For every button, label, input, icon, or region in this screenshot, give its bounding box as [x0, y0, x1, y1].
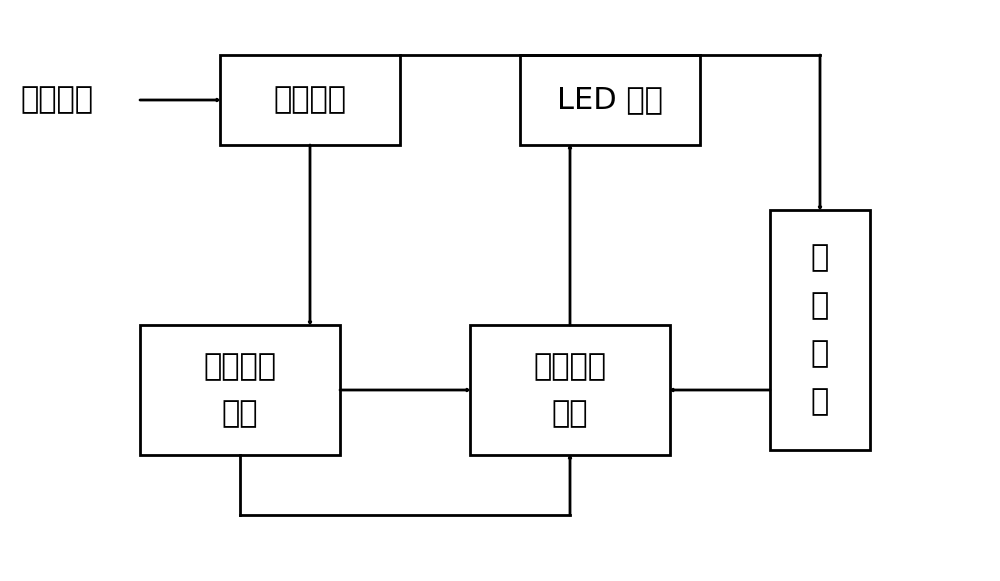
Text: 电路: 电路 [222, 399, 258, 428]
Text: 路: 路 [811, 388, 829, 417]
Bar [770, 210, 870, 450]
Text: LED 器件: LED 器件 [557, 85, 663, 114]
Text: 交流市电: 交流市电 [20, 85, 93, 114]
Bar [140, 325, 340, 455]
Text: 辅助电源: 辅助电源 [204, 352, 277, 381]
Text: 反: 反 [811, 243, 829, 272]
Text: 整流电路: 整流电路 [274, 85, 347, 114]
Bar [470, 325, 670, 455]
Text: 回: 回 [811, 339, 829, 368]
Text: 馈: 馈 [811, 292, 829, 321]
Text: 电路: 电路 [552, 399, 588, 428]
Bar [520, 55, 700, 145]
Text: 电源变换: 电源变换 [534, 352, 606, 381]
Bar [220, 55, 400, 145]
